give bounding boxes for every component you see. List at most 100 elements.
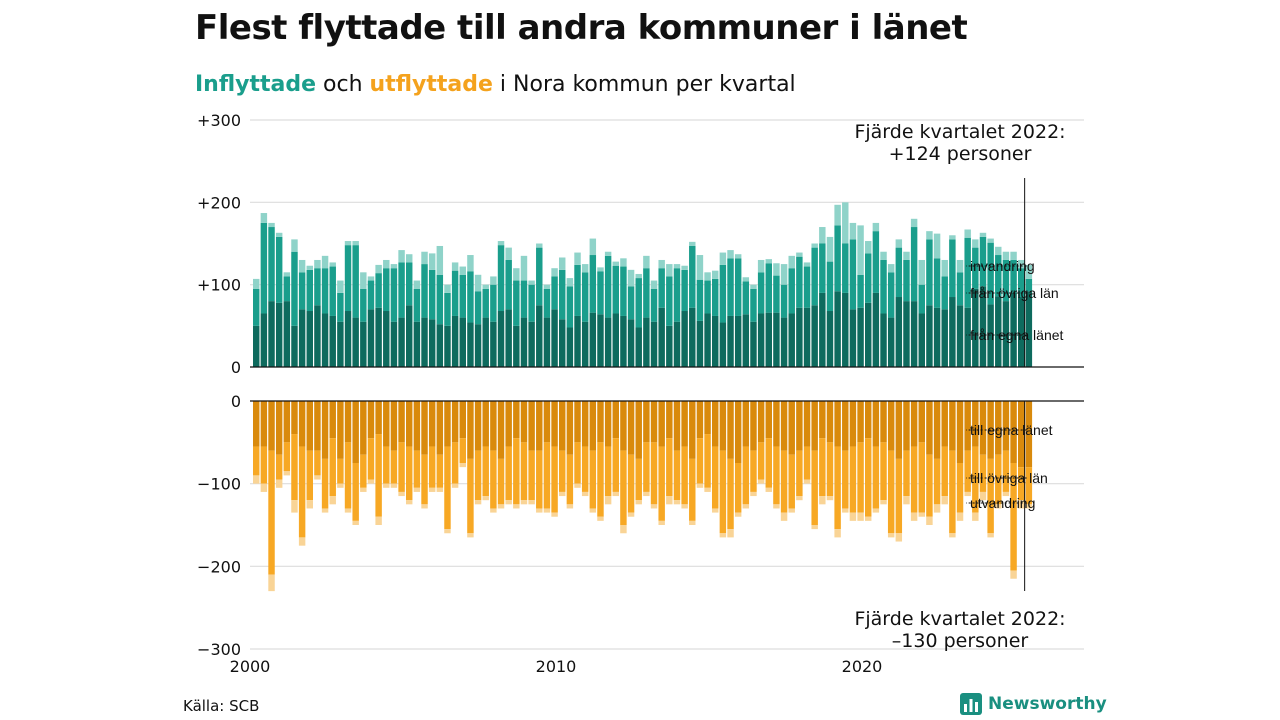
inflow-bar-segment — [673, 268, 681, 322]
outflow-bar-segment — [352, 463, 359, 521]
inflow-bar-segment — [375, 264, 382, 274]
outflow-bar-segment — [1018, 401, 1025, 468]
outflow-bar-segment — [505, 446, 512, 501]
outflow-bar-segment — [719, 401, 727, 451]
outflow-bar-segment — [612, 438, 619, 492]
outflow-bar-segment — [987, 458, 994, 534]
outflow-bar-segment — [696, 438, 704, 484]
outflow-bar-segment — [451, 442, 459, 484]
inflow-bar-segment — [612, 265, 619, 314]
outflow-bar-segment — [780, 512, 788, 521]
outflow-bar-segment — [887, 401, 895, 451]
inflow-bar-segment — [321, 268, 329, 314]
inflow-bar-segment — [406, 262, 413, 306]
outflow-bar-segment — [1018, 467, 1025, 501]
inflow-bar-segment — [796, 256, 803, 308]
inflow-bar-segment — [849, 239, 857, 310]
inflow-bar-segment — [773, 263, 780, 276]
outflow-bar-segment — [459, 401, 466, 439]
subtitle-out-word: utflyttade — [369, 72, 493, 97]
inflow-bar-segment — [459, 317, 466, 367]
outflow-bar-segment — [253, 475, 260, 484]
inflow-bar-segment — [941, 309, 948, 367]
inflow-bar-segment — [834, 225, 841, 292]
inflow-bar-segment — [704, 272, 711, 281]
outflow-bar-segment — [482, 496, 489, 501]
outflow-bar-segment — [474, 450, 482, 501]
inflow-bar-segment — [689, 307, 696, 367]
outflow-bar-segment — [972, 401, 979, 447]
inflow-bar-segment — [826, 311, 834, 367]
inflow-bar-segment — [1018, 268, 1025, 298]
outflow-bar-segment — [1025, 504, 1033, 509]
outflow-bar-segment — [383, 483, 390, 488]
y-tick-label-bottom: −300 — [197, 640, 241, 659]
inflow-bar-segment — [260, 222, 268, 314]
outflow-bar-segment — [604, 401, 612, 447]
inflow-bar-segment — [283, 272, 291, 277]
inflow-bar-segment — [375, 307, 382, 367]
inflow-bar-segment — [788, 268, 795, 314]
inflow-bar-segment — [559, 269, 566, 320]
outflow-bar-segment — [536, 508, 543, 513]
outflow-bar-segment — [865, 438, 872, 517]
inflow-bar-segment — [972, 247, 979, 289]
x-tick-label: 2020 — [842, 657, 883, 676]
outflow-bar-segment — [956, 512, 964, 521]
outflow-bar-segment — [933, 401, 941, 459]
outflow-bar-segment — [910, 446, 918, 513]
outflow-bar-segment — [1025, 467, 1033, 505]
inflow-bar-segment — [604, 251, 612, 256]
inflow-bar-segment — [880, 313, 887, 367]
outflow-bar-segment — [842, 450, 849, 509]
outflow-bar-segment — [566, 454, 574, 505]
inflow-bar-segment — [314, 305, 321, 367]
inflow-bar-segment — [528, 280, 535, 285]
inflow-bar-segment — [803, 307, 811, 367]
inflow-bar-segment — [880, 251, 887, 260]
outflow-bar-segment — [604, 496, 612, 505]
outflow-bar-segment — [497, 401, 505, 459]
outflow-bar-segment — [467, 533, 474, 538]
outflow-bar-segment — [291, 500, 298, 513]
inflow-bar-segment — [704, 313, 711, 367]
inflow-bar-segment — [865, 253, 872, 303]
outflow-bar-segment — [742, 401, 750, 447]
outflow-bar-segment — [712, 401, 719, 447]
outflow-bar-segment — [903, 450, 910, 497]
outflow-bar-segment — [941, 401, 948, 447]
inflow-bar-segment — [956, 259, 964, 273]
inflow-bar-segment — [566, 327, 574, 367]
inflow-bar-segment — [597, 271, 604, 315]
inflow-bar-segment — [788, 313, 795, 367]
inflow-bar-segment — [956, 305, 964, 367]
outflow-bar-segment — [918, 401, 925, 443]
outflow-bar-segment — [964, 401, 971, 451]
inflow-bar-segment — [742, 314, 750, 367]
inflow-bar-segment — [268, 227, 275, 302]
inflow-bar-segment — [260, 313, 268, 367]
outflow-bar-segment — [337, 483, 344, 488]
outflow-bar-segment — [780, 401, 788, 451]
outflow-bar-segment — [933, 458, 941, 505]
inflow-bar-segment — [390, 264, 398, 269]
inflow-bar-segment — [803, 262, 811, 267]
y-tick-label-top: +200 — [197, 193, 241, 212]
inflow-bar-segment — [666, 264, 673, 277]
inflow-bar-segment — [505, 309, 512, 367]
outflow-bar-segment — [321, 508, 329, 513]
inflow-bar-segment — [979, 236, 987, 287]
outflow-bar-segment — [941, 496, 948, 505]
inflow-bar-segment — [704, 280, 711, 314]
outflow-bar-segment — [635, 401, 642, 459]
outflow-bar-segment — [383, 401, 390, 447]
inflow-bar-segment — [910, 301, 918, 367]
brand-logo[interactable]: Newsworthy — [960, 693, 1107, 715]
outflow-bar-segment — [941, 446, 948, 497]
inflow-bar-segment — [520, 317, 528, 367]
outflow-bar-segment — [551, 446, 558, 513]
outflow-bar-segment — [436, 401, 444, 455]
inflow-bar-segment — [467, 255, 474, 272]
outflow-bar-segment — [658, 401, 665, 447]
outflow-bar-segment — [834, 401, 841, 447]
